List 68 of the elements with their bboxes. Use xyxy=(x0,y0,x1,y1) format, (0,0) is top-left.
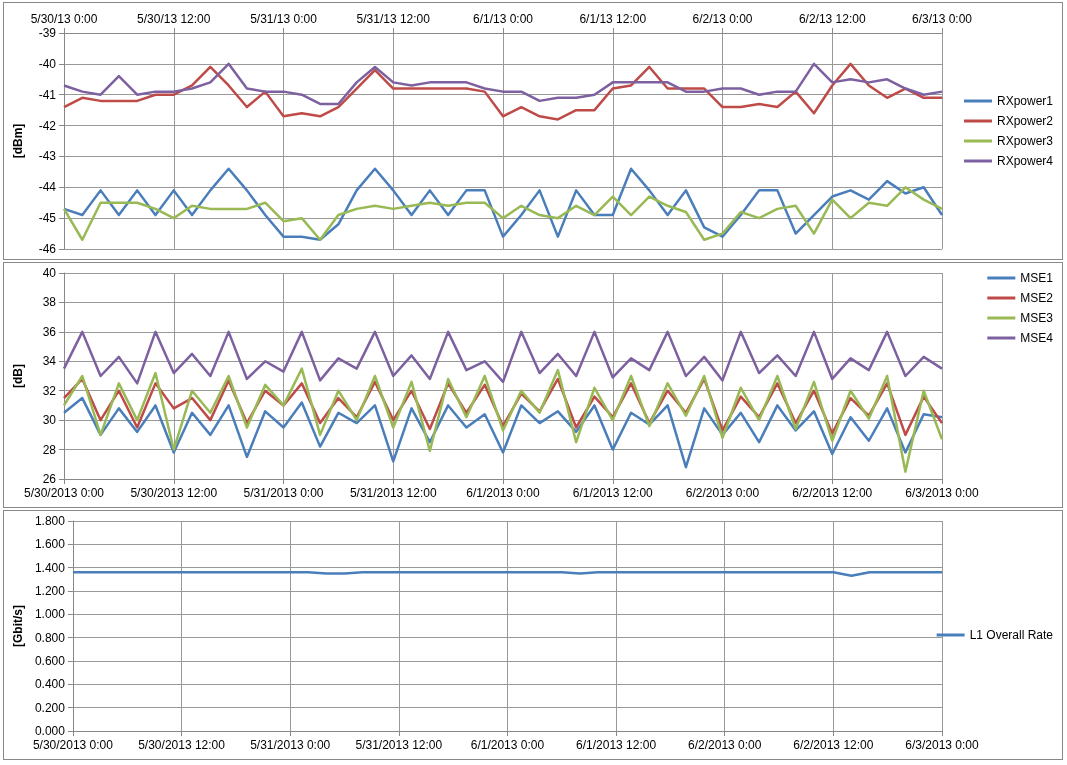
y-tick-label: 36 xyxy=(42,324,57,339)
y-tick-label: -44 xyxy=(38,180,57,195)
y-tick-label: 26 xyxy=(42,472,57,486)
y-tick-label: 0.400 xyxy=(34,677,66,692)
legend-label: L1 Overall Rate xyxy=(969,628,1054,642)
x-tick-label: 5/31/2013 12:00 xyxy=(349,486,437,500)
x2-tick-label: 6/2/13 0:00 xyxy=(692,12,753,26)
x-tick-label: 5/31/2013 0:00 xyxy=(243,486,324,500)
x-tick-label: 6/3/2013 0:00 xyxy=(905,738,980,752)
x-tick-label: 5/31/2013 0:00 xyxy=(250,738,331,752)
y-tick-label: 1.000 xyxy=(34,607,66,622)
y-tick-label: 40 xyxy=(42,266,57,280)
y-tick-label: 30 xyxy=(42,413,57,428)
y-tick-label: -43 xyxy=(38,149,57,164)
x2-tick-label: 5/31/13 12:00 xyxy=(356,12,431,26)
y-tick-label: 38 xyxy=(42,295,57,310)
y-tick-label: -40 xyxy=(38,56,57,71)
x2-tick-label: 6/3/13 0:00 xyxy=(911,12,973,26)
x-tick-label: 6/2/2013 12:00 xyxy=(793,738,874,752)
x2-tick-label: 6/1/13 12:00 xyxy=(579,12,647,26)
y-tick-label: -39 xyxy=(38,26,57,40)
x2-tick-label: 5/30/13 0:00 xyxy=(30,12,98,26)
x-tick-label: 5/30/2013 0:00 xyxy=(23,486,105,500)
x-tick-label: 5/30/2013 12:00 xyxy=(138,738,226,752)
x-tick-label: 6/2/2013 0:00 xyxy=(685,486,760,500)
legend-label: MSE1 xyxy=(1020,271,1054,285)
x-tick-label: 6/1/2013 12:00 xyxy=(576,738,657,752)
x-tick-label: 5/30/2013 0:00 xyxy=(32,738,114,752)
legend-label: MSE3 xyxy=(1020,311,1054,325)
legend-label: MSE4 xyxy=(1020,331,1054,345)
y-axis-title: [Gbit/s] xyxy=(11,605,25,647)
legend-label: MSE2 xyxy=(1020,291,1054,305)
y-axis-title: [dB] xyxy=(11,364,25,388)
y-tick-label: 34 xyxy=(42,354,57,369)
y-tick-label: 0.800 xyxy=(34,630,66,645)
legend-label: RXpower1 xyxy=(996,94,1054,108)
y-tick-label: -46 xyxy=(38,242,57,256)
line-series xyxy=(62,367,944,473)
x2-tick-label: 6/1/13 0:00 xyxy=(472,12,534,26)
y-tick-label: 28 xyxy=(42,442,57,457)
x2-tick-label: 6/2/13 12:00 xyxy=(798,12,866,26)
y-tick-label: 1.400 xyxy=(34,560,66,575)
y-tick-label: 1.800 xyxy=(34,514,66,528)
x-tick-label: 5/31/2013 12:00 xyxy=(355,738,443,752)
legend-label: RXpower4 xyxy=(996,154,1054,168)
y-tick-label: -41 xyxy=(38,87,57,102)
x-tick-label: 6/2/2013 12:00 xyxy=(792,486,873,500)
y-tick-label: 1.200 xyxy=(34,584,66,598)
x-tick-label: 6/1/2013 0:00 xyxy=(470,738,545,752)
legend-label: RXpower3 xyxy=(996,134,1054,148)
x-tick-label: 6/1/2013 0:00 xyxy=(466,486,541,500)
y-tick-label: -45 xyxy=(38,211,57,226)
y-tick-label: 0.200 xyxy=(34,700,66,715)
x-tick-label: 6/1/2013 12:00 xyxy=(572,486,654,500)
y-tick-label: 32 xyxy=(42,383,57,398)
x-tick-label: 6/2/2013 0:00 xyxy=(688,738,762,752)
line-series xyxy=(62,396,944,469)
x2-tick-label: 5/31/13 0:00 xyxy=(250,12,318,26)
y-tick-label: -42 xyxy=(38,118,57,133)
y-axis-title: [dBm] xyxy=(11,123,25,159)
y-tick-label: 0.000 xyxy=(34,724,66,738)
x2-tick-label: 5/30/13 12:00 xyxy=(137,12,211,26)
y-tick-label: 0.600 xyxy=(34,654,66,668)
line-series xyxy=(62,330,944,385)
x-tick-label: 6/3/2013 0:00 xyxy=(905,486,980,500)
y-tick-label: 1.600 xyxy=(34,537,66,552)
legend-label: RXpower2 xyxy=(996,114,1054,128)
x-tick-label: 5/30/2013 12:00 xyxy=(130,486,218,500)
